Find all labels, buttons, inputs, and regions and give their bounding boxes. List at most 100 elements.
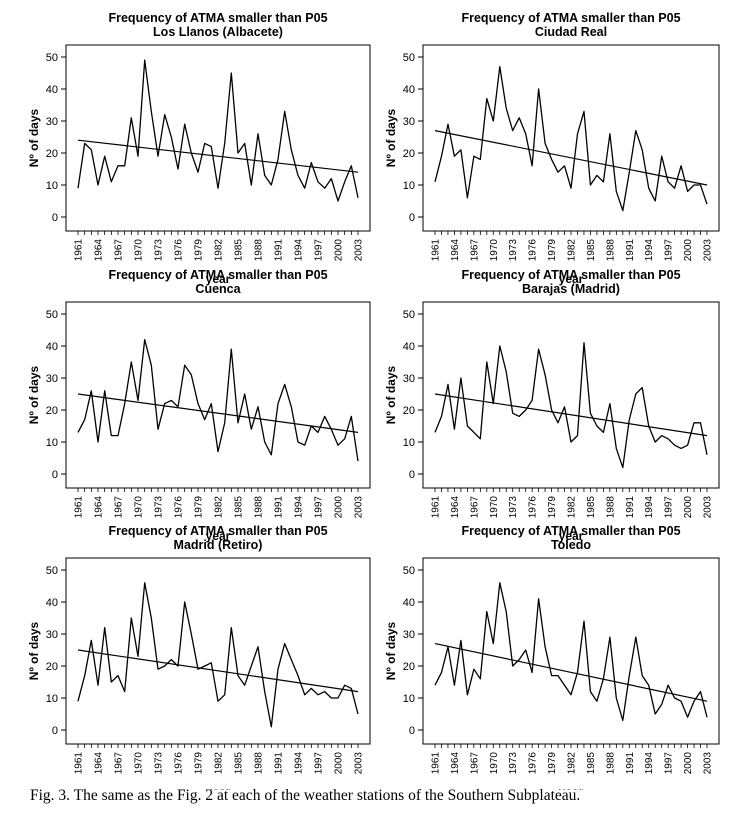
x-tick-label: 1961 (431, 752, 442, 775)
y-axis-label: Nº of days (27, 621, 41, 680)
x-tick-label: 1961 (74, 496, 85, 519)
y-axis-label: Nº of days (384, 365, 398, 424)
y-tick-label: 50 (403, 52, 415, 64)
x-tick-label: 1961 (431, 496, 442, 519)
chart-title: Frequency of ATMA smaller than P05 (461, 11, 680, 25)
x-tick-label: 2003 (703, 496, 714, 519)
x-axis-label: year (559, 529, 584, 543)
x-tick-label: 1991 (625, 496, 636, 519)
chart-title: Frequency of ATMA smaller than P05 (461, 524, 680, 538)
x-tick-label: 1988 (605, 239, 616, 262)
x-tick-label: 2000 (334, 239, 345, 262)
y-tick-label: 10 (403, 693, 415, 705)
y-tick-label: 20 (46, 661, 58, 673)
chart-panel-4: Frequency of ATMA smaller than P05Baraja… (384, 268, 720, 543)
x-tick-label: 1961 (74, 239, 85, 262)
y-tick-label: 40 (46, 341, 58, 353)
x-tick-label: 1976 (174, 496, 185, 519)
chart-subtitle: Madrid (Retiro) (174, 538, 263, 552)
x-tick-label: 1979 (547, 239, 558, 262)
x-tick-label: 1970 (489, 496, 500, 519)
y-tick-label: 30 (46, 116, 58, 128)
x-tick-label: 1979 (194, 496, 205, 519)
x-tick-label: 2000 (334, 496, 345, 519)
y-tick-label: 0 (52, 212, 58, 224)
x-axis-label: year (206, 529, 231, 543)
x-tick-label: 1985 (586, 752, 597, 775)
y-tick-label: 20 (46, 405, 58, 417)
x-tick-label: 1979 (547, 752, 558, 775)
x-tick-label: 2000 (683, 496, 694, 519)
y-tick-label: 40 (403, 84, 415, 96)
x-tick-label: 2003 (703, 752, 714, 775)
chart-title: Frequency of ATMA smaller than P05 (461, 268, 680, 282)
x-tick-label: 1967 (469, 752, 480, 775)
x-tick-label: 1973 (508, 752, 519, 775)
series-line (77, 59, 359, 202)
y-axis-label: Nº of days (27, 365, 41, 424)
trend-line (434, 643, 708, 702)
x-tick-label: 1967 (114, 752, 125, 775)
chart-subtitle: Barajas (Madrid) (522, 282, 620, 296)
x-tick-label: 1988 (605, 752, 616, 775)
x-tick-label: 1964 (450, 496, 461, 519)
y-tick-label: 10 (403, 437, 415, 449)
y-tick-label: 10 (46, 180, 58, 192)
x-tick-label: 1988 (254, 752, 265, 775)
x-tick-label: 1967 (469, 239, 480, 262)
x-tick-label: 1994 (644, 496, 655, 519)
series-line (434, 582, 708, 722)
chart-title: Frequency of ATMA smaller than P05 (108, 268, 327, 282)
x-tick-label: 1964 (94, 239, 105, 262)
y-tick-label: 50 (46, 565, 58, 577)
x-tick-label: 1991 (274, 496, 285, 519)
x-tick-label: 1967 (114, 239, 125, 262)
x-tick-label: 1979 (547, 496, 558, 519)
y-axis-label: Nº of days (27, 108, 41, 167)
y-tick-label: 20 (46, 148, 58, 160)
x-axis-label: year (206, 272, 231, 286)
y-tick-label: 10 (46, 693, 58, 705)
plot-frame (65, 301, 371, 489)
x-tick-label: 2003 (354, 239, 365, 262)
x-tick-label: 1967 (114, 496, 125, 519)
x-tick-label: 1991 (274, 239, 285, 262)
chart-panel-6: Frequency of ATMA smaller than P05Toledo… (384, 524, 720, 790)
x-tick-label: 1985 (234, 752, 245, 775)
x-tick-label: 2003 (354, 496, 365, 519)
x-tick-label: 1970 (134, 752, 145, 775)
x-tick-label: 1961 (431, 239, 442, 262)
y-tick-label: 50 (403, 565, 415, 577)
chart-panel-5: Frequency of ATMA smaller than P05Madrid… (27, 524, 371, 790)
trend-line (77, 139, 359, 173)
y-tick-label: 10 (403, 180, 415, 192)
y-tick-label: 0 (409, 725, 415, 737)
x-tick-label: 1997 (664, 239, 675, 262)
trend-line (434, 130, 708, 186)
chart-subtitle: Ciudad Real (535, 25, 607, 39)
x-tick-label: 1973 (154, 752, 165, 775)
x-tick-label: 1988 (605, 496, 616, 519)
plot-frame (422, 44, 720, 232)
x-tick-label: 1997 (314, 496, 325, 519)
chart-title: Frequency of ATMA smaller than P05 (108, 11, 327, 25)
x-tick-label: 1982 (567, 239, 578, 262)
y-tick-label: 20 (403, 148, 415, 160)
x-tick-label: 1982 (214, 752, 225, 775)
x-tick-label: 1961 (74, 752, 85, 775)
x-tick-label: 1985 (234, 239, 245, 262)
y-tick-label: 20 (403, 405, 415, 417)
y-tick-label: 30 (46, 373, 58, 385)
chart-subtitle: Toledo (551, 538, 591, 552)
x-tick-label: 1976 (528, 752, 539, 775)
x-tick-label: 1994 (644, 752, 655, 775)
x-tick-label: 2003 (354, 752, 365, 775)
y-tick-label: 50 (46, 52, 58, 64)
x-tick-label: 1994 (294, 239, 305, 262)
plot-frame (422, 301, 720, 489)
series-line (434, 342, 708, 469)
trend-line (434, 393, 708, 437)
chart-panel-2: Frequency of ATMA smaller than P05Ciudad… (384, 11, 720, 286)
x-tick-label: 1970 (134, 496, 145, 519)
